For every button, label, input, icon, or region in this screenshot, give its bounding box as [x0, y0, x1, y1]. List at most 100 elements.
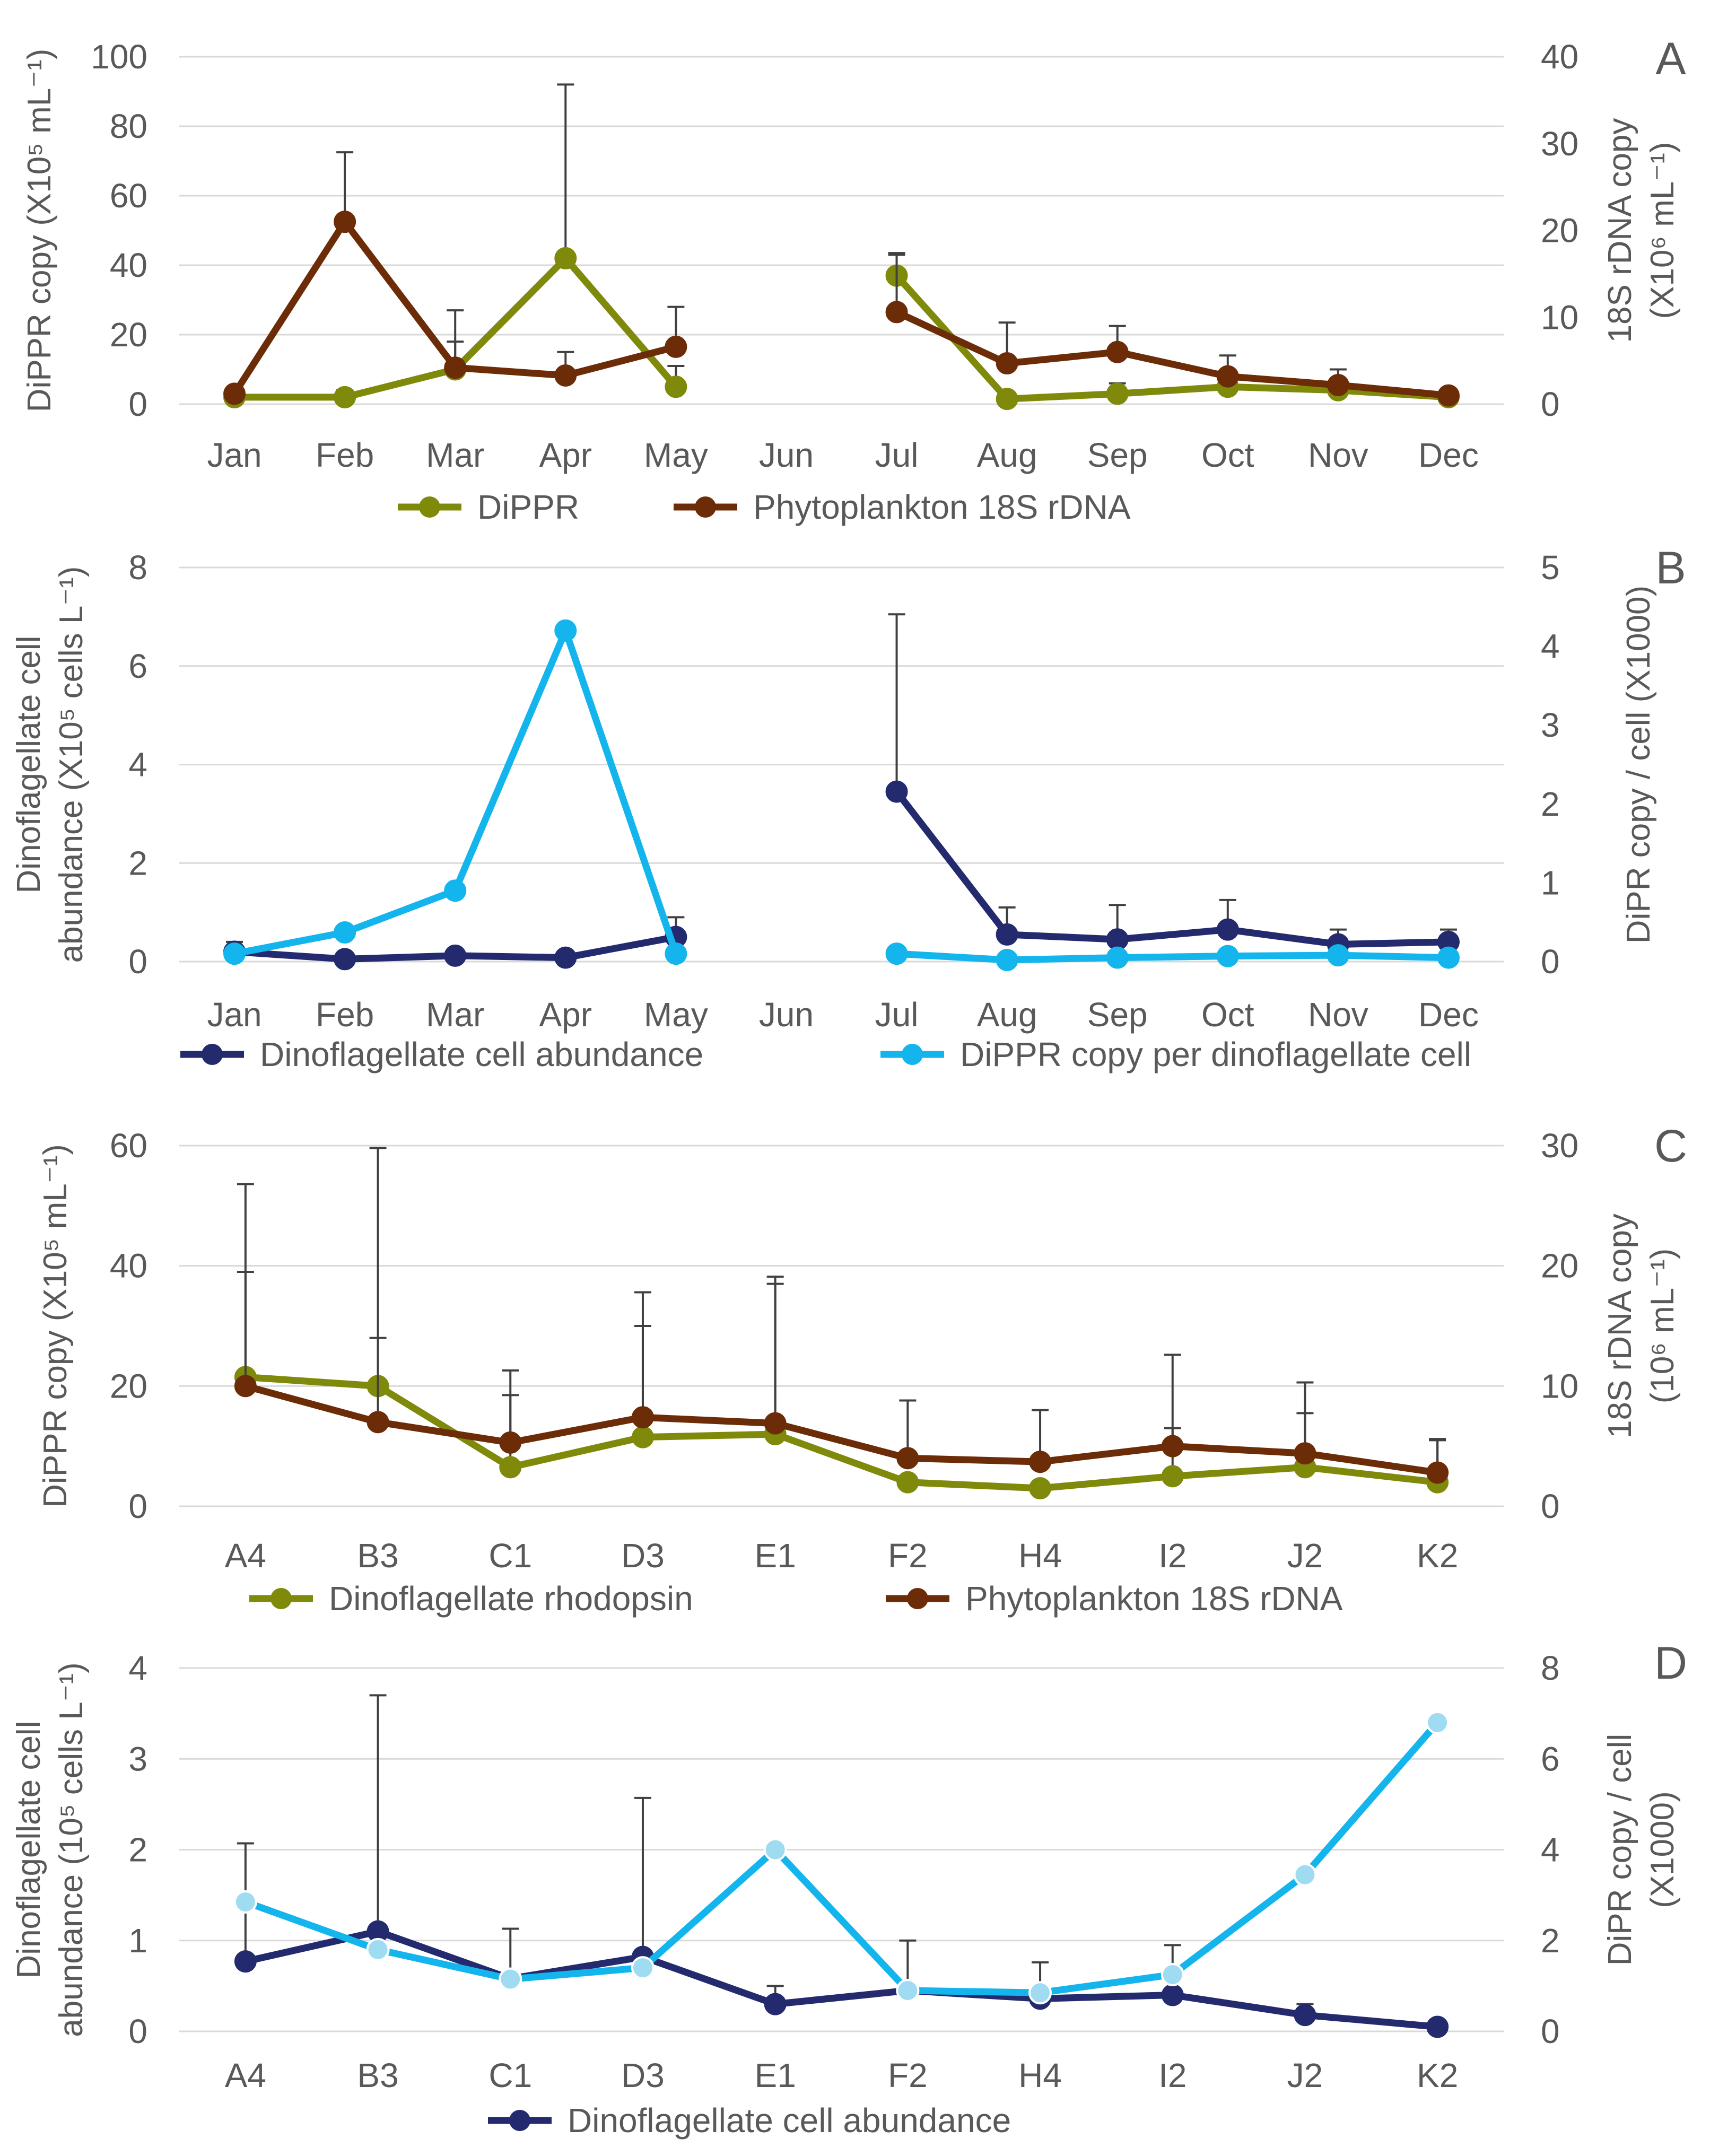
series-phytoplankton-18s-rdna: [223, 151, 1460, 407]
legend-swatch-marker: [202, 1044, 223, 1065]
chart-panel-c: 0 20 40 60 0 10 20 30 A4 B3 C1 D3 E1 F2 H4 I2 J2 K2 DiPPR …: [37, 1121, 1687, 1618]
data-point: [223, 942, 246, 965]
y-tick-label-right: 0: [1541, 942, 1560, 981]
y-tick-label-right: 20: [1541, 1247, 1578, 1285]
y-tick-label-right: 0: [1541, 1487, 1560, 1525]
data-point: [234, 1950, 257, 1973]
data-point: [1106, 946, 1129, 969]
y-tick-label-right: 4: [1541, 1831, 1560, 1869]
y-axis-label-left: DiPPR copy (X10⁵ mL⁻¹): [21, 49, 58, 412]
series-line: [242, 1382, 1441, 1477]
x-tick-label: Aug: [977, 996, 1037, 1034]
y-axis-label-right: DiPR copy / cell (X1000): [1620, 586, 1657, 944]
x-tick-label: A4: [225, 2056, 266, 2094]
x-tick-label: H4: [1018, 2056, 1062, 2094]
legend-label: Phytoplankton 18S rDNA: [965, 1579, 1343, 1618]
data-point: [444, 879, 467, 902]
y-axis-label-left: DiPPR copy (X10⁵ mL⁻¹): [37, 1144, 74, 1507]
y-tick-label-right: 4: [1541, 627, 1560, 666]
data-point: [1029, 1477, 1052, 1499]
x-tick-label: Dec: [1418, 436, 1479, 474]
data-point: [996, 923, 1018, 946]
x-tick-label: D3: [621, 2056, 665, 2094]
y-tick-label-right: 3: [1541, 706, 1560, 744]
data-point: [896, 1978, 920, 2002]
x-tick-label: H4: [1018, 1537, 1062, 1575]
data-point: [444, 356, 467, 379]
series-line: [242, 1373, 1441, 1492]
y-axis-label-right: 18S rDNA copy: [1602, 1214, 1638, 1438]
y-tick-label-right: 0: [1541, 385, 1560, 423]
x-tick-label: Jul: [875, 436, 919, 474]
data-point: [764, 1993, 787, 2015]
x-tick-label: Apr: [539, 436, 592, 474]
data-point: [1437, 946, 1460, 969]
x-tick-label: May: [644, 436, 708, 474]
y-axis-label-left: Dinoflagellate cell: [11, 636, 47, 894]
x-tick-label: D3: [621, 1537, 665, 1575]
legend-label: Dinoflagellate cell abundance: [568, 2101, 1011, 2140]
y-tick-label-right: 5: [1541, 548, 1560, 587]
legend-swatch-marker: [271, 1588, 292, 1609]
data-point: [1327, 373, 1349, 396]
legend: Dinoflagellate cell abundance DiPPR copy …: [180, 1035, 1471, 1073]
x-tick-label: Nov: [1308, 436, 1368, 474]
legend: DiPPR Phytoplankton 18S rDNA: [398, 488, 1131, 526]
y-tick-label-left: 6: [128, 647, 147, 685]
legend: Dinoflagellate cell abundance: [488, 2101, 1011, 2140]
x-tick-label: May: [644, 996, 708, 1034]
x-tick-label: Jan: [207, 436, 261, 474]
y-tick-label-right: 0: [1541, 2012, 1560, 2050]
x-tick-label: Oct: [1201, 436, 1254, 474]
data-point: [885, 780, 908, 803]
x-tick-label: A4: [225, 1537, 266, 1575]
y-axis-label-right: DiPR copy / cell: [1602, 1734, 1638, 1966]
y-tick-label-left: 8: [128, 548, 147, 587]
x-tick-label: Aug: [977, 436, 1037, 474]
x-tick-label: B3: [357, 2056, 398, 2094]
y-tick-label-left: 1: [128, 1922, 147, 1960]
data-point: [334, 948, 356, 971]
data-point: [1028, 1981, 1052, 2005]
y-axis-label-left: abundance (X10⁵ cells L⁻¹): [53, 566, 90, 963]
x-tick-label: Sep: [1087, 996, 1148, 1034]
data-point: [499, 1456, 522, 1479]
x-tick-label: Jun: [759, 996, 814, 1034]
x-tick-label: Jul: [875, 996, 919, 1034]
x-tick-label: F2: [888, 1537, 928, 1575]
series-dippr: [223, 83, 1460, 411]
x-tick-label: J2: [1287, 2056, 1323, 2094]
data-point: [1216, 918, 1239, 941]
y-tick-label-left: 20: [110, 316, 147, 354]
x-tick-label: Feb: [316, 996, 374, 1034]
data-point: [631, 1956, 655, 1980]
data-point: [554, 946, 577, 969]
y-tick-label-left: 0: [128, 1487, 147, 1525]
x-tick-label: Mar: [426, 996, 484, 1034]
data-point: [1161, 1435, 1184, 1457]
series-dinoflagellate-cell-abundance: [234, 1694, 1449, 2038]
x-tick-label: K2: [1417, 1537, 1458, 1575]
legend-label: Dinoflagellate rhodopsin: [329, 1579, 693, 1618]
series-line: [893, 788, 1452, 948]
x-tick-label: Oct: [1201, 996, 1254, 1034]
data-point: [233, 1890, 257, 1914]
x-tick-label: Sep: [1087, 436, 1148, 474]
data-point: [1426, 1710, 1450, 1734]
y-tick-label-left: 4: [128, 1649, 147, 1687]
data-point: [1161, 1465, 1184, 1488]
y-axis-label-right: (X1000): [1644, 1791, 1681, 1908]
data-point: [334, 386, 356, 408]
legend-swatch-marker: [419, 496, 440, 518]
x-tick-label: B3: [357, 1537, 398, 1575]
data-point: [631, 1406, 654, 1429]
data-point: [1437, 384, 1460, 407]
data-point: [996, 949, 1018, 972]
y-tick-label-right: 30: [1541, 1127, 1578, 1165]
y-tick-label-left: 3: [128, 1740, 147, 1778]
data-point: [665, 335, 687, 358]
data-point: [996, 352, 1018, 375]
y-tick-label-left: 2: [128, 844, 147, 882]
data-point: [1106, 341, 1129, 363]
